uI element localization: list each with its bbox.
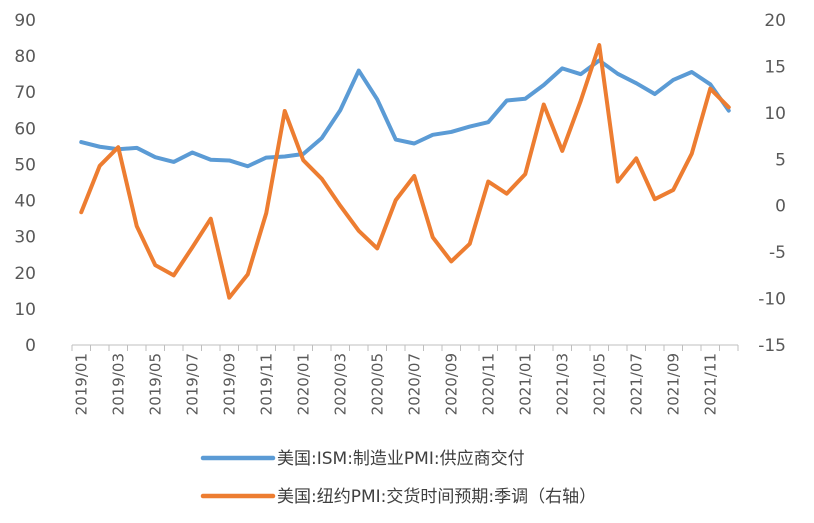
x-tick-label: 2019/01 <box>72 353 90 415</box>
y-left-tick-label: 0 <box>25 336 36 356</box>
x-tick-label: 2019/11 <box>257 353 275 415</box>
y-axis-right: -15 -10 -5 0 5 10 15 20 <box>758 11 786 356</box>
y-left-tick-label: 70 <box>14 83 36 103</box>
x-tick-label: 2020/01 <box>294 353 312 415</box>
y-right-tick-label: 0 <box>775 197 786 217</box>
y-left-tick-label: 90 <box>14 11 36 31</box>
y-right-tick-label: 10 <box>764 104 786 124</box>
y-left-tick-label: 60 <box>14 119 36 139</box>
x-tick-label: 2021/07 <box>627 353 645 415</box>
y-left-tick-label: 40 <box>14 192 36 212</box>
y-left-tick-label: 80 <box>14 47 36 67</box>
series-lines <box>79 43 731 300</box>
legend-label-series-1: 美国:ISM:制造业PMI:供应商交付 <box>277 449 525 469</box>
y-right-tick-label: 20 <box>764 11 786 31</box>
x-tick-label: 2019/05 <box>146 353 164 415</box>
y-left-tick-label: 30 <box>14 228 36 248</box>
y-left-tick-label: 50 <box>14 155 36 175</box>
x-tick-label: 2020/03 <box>331 353 349 415</box>
x-axis: 2019/01 2019/03 2019/05 2019/07 2019/09 2019/… <box>71 344 739 415</box>
x-tick-label: 2021/09 <box>664 353 682 415</box>
legend-item-series-1: 美国:ISM:制造业PMI:供应商交付 <box>200 449 525 469</box>
x-tick-label: 2019/03 <box>109 353 127 415</box>
x-tick-label: 2020/05 <box>368 353 386 415</box>
y-left-tick-label: 10 <box>14 300 36 320</box>
x-tick-label: 2020/07 <box>405 353 423 415</box>
x-tick-label: 2021/03 <box>553 353 571 415</box>
x-tick-label: 2020/09 <box>442 353 460 415</box>
y-right-tick-label: -10 <box>758 290 786 310</box>
legend-item-series-2: 美国:纽约PMI:交货时间预期:季调（右轴） <box>200 487 596 507</box>
y-right-tick-label: 15 <box>764 57 786 77</box>
x-tick-label: 2020/11 <box>479 353 497 415</box>
y-right-tick-label: -5 <box>769 243 786 263</box>
x-tick-label: 2021/05 <box>590 353 608 415</box>
x-tick-label: 2019/07 <box>183 353 201 415</box>
legend-label-series-2: 美国:纽约PMI:交货时间预期:季调（右轴） <box>277 487 596 507</box>
series-line-1 <box>79 58 731 169</box>
y-axis-left: 0 10 20 30 40 50 60 70 80 90 <box>14 11 36 356</box>
series-line-2 <box>79 43 731 300</box>
legend: 美国:ISM:制造业PMI:供应商交付 美国:纽约PMI:交货时间预期:季调（右… <box>200 449 596 507</box>
y-right-tick-label: 5 <box>775 150 786 170</box>
x-tick-label: 2021/01 <box>516 353 534 415</box>
y-left-tick-label: 20 <box>14 264 36 284</box>
y-right-tick-label: -15 <box>758 336 786 356</box>
x-tick-label: 2021/11 <box>701 353 719 415</box>
x-tick-label: 2019/09 <box>220 353 238 415</box>
